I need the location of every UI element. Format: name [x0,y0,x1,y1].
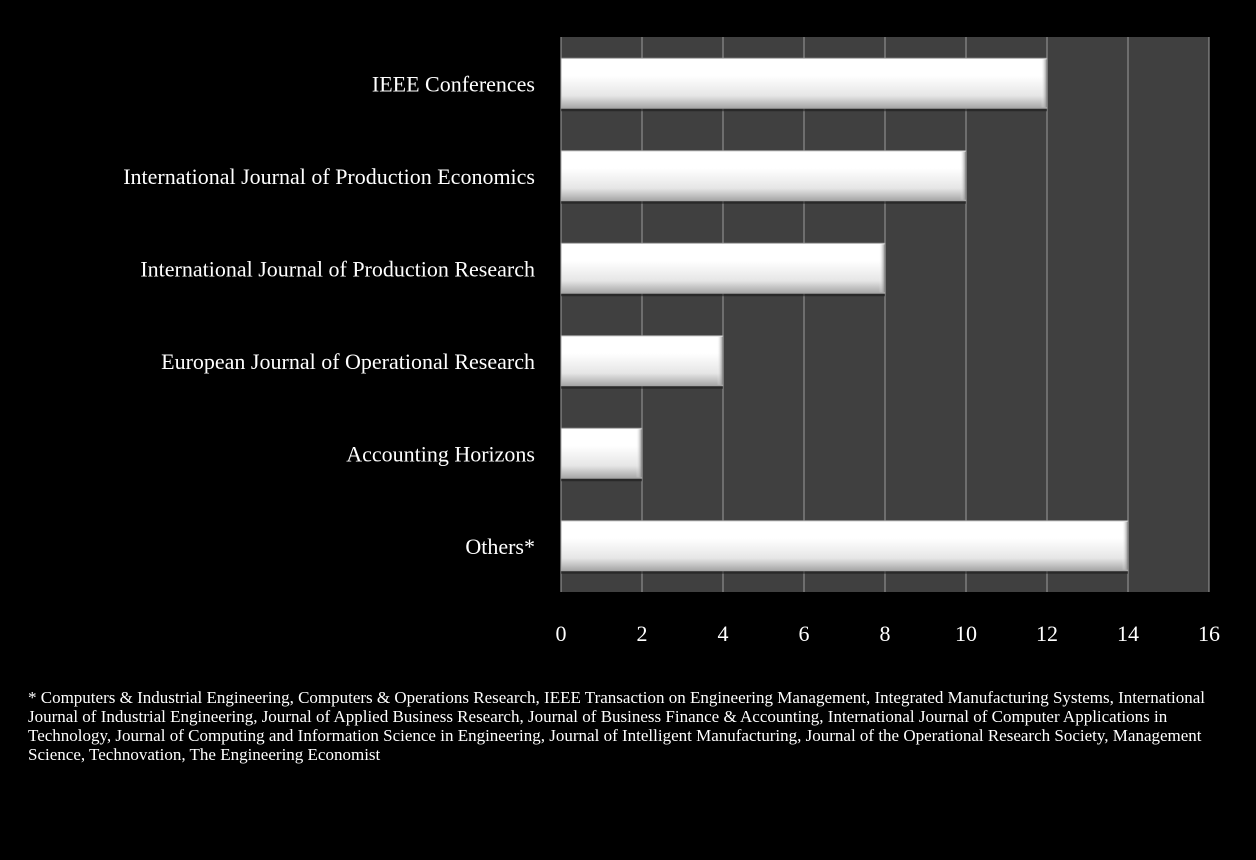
x-tick-label-10: 10 [955,621,977,646]
bar-3 [561,336,723,386]
bar-chart: IEEE Conferences International Journal of… [0,0,1256,680]
footnote-text: * Computers & Industrial Engineering, Co… [28,688,1228,764]
bar-cap-4 [636,429,642,477]
x-tick-label-16: 16 [1198,621,1220,646]
x-tick-label-14: 14 [1117,621,1139,646]
category-labels: IEEE Conferences International Journal of… [123,71,535,559]
bar-cap-5 [1122,522,1128,570]
category-label-5: Others* [465,534,535,559]
category-label-2: International Journal of Production Rese… [140,256,535,281]
x-axis-tick-labels: 0 2 4 6 8 10 12 14 16 [556,621,1221,646]
x-tick-label-2: 2 [637,621,648,646]
x-tick-label-6: 6 [799,621,810,646]
bar-0 [561,58,1047,108]
bar-cap-3 [717,337,723,385]
x-tick-label-8: 8 [880,621,891,646]
x-tick-label-12: 12 [1036,621,1058,646]
x-tick-label-0: 0 [556,621,567,646]
category-label-0: IEEE Conferences [372,71,535,96]
bar-cap-2 [879,244,885,292]
bar-cap-0 [1041,59,1047,107]
category-label-1: International Journal of Production Econ… [123,164,535,189]
category-label-4: Accounting Horizons [346,441,535,466]
bar-2 [561,243,885,293]
bar-1 [561,151,966,201]
bar-cap-1 [960,152,966,200]
x-tick-label-4: 4 [718,621,729,646]
bar-4 [561,428,642,478]
category-label-3: European Journal of Operational Research [161,349,535,374]
bar-5 [561,521,1128,571]
